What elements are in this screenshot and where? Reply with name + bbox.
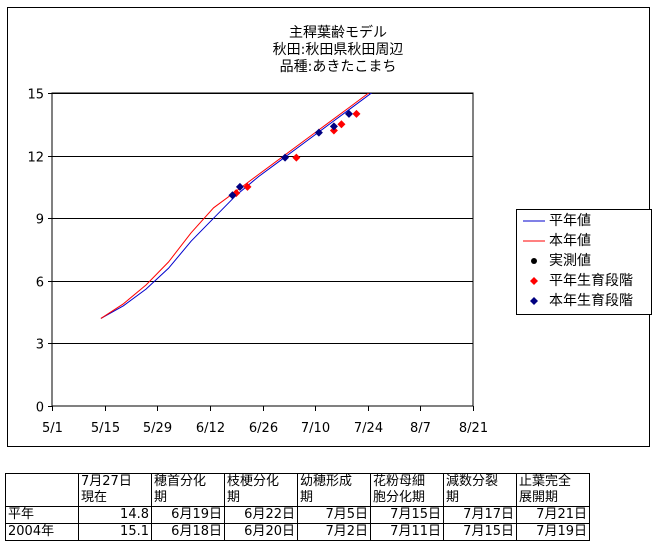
- chart-frame: 主稈葉齢モデル 秋田:秋田県秋田周辺 品種:あきたこまち 0 3 6 9 12 15 5/1…: [7, 7, 652, 447]
- chart-legend: 平年値 本年値 実測値 平年生育段階 本年生育段階: [516, 209, 652, 315]
- y-tick-label: 9: [36, 213, 44, 228]
- current-stage-marker: [314, 128, 323, 137]
- x-tick-label: 5/15: [91, 421, 120, 436]
- normal-stage-marker: [243, 182, 252, 191]
- x-tick-label: 6/12: [196, 421, 225, 436]
- table-cell: 7月21日: [516, 506, 590, 524]
- legend-label: 本年値: [549, 233, 591, 249]
- x-tick-label: 8/7: [410, 421, 431, 436]
- table-header-cell: [5, 473, 79, 507]
- chart-title-line-3: 品種:あきたこまち: [279, 59, 397, 75]
- table-cell: 14.8: [78, 506, 152, 524]
- normal-stage-marker: [337, 120, 346, 129]
- legend-line-icon: [523, 220, 545, 222]
- table-cell: 6月19日: [151, 506, 225, 524]
- legend-diamond-icon: [530, 277, 538, 285]
- legend-line-icon: [523, 240, 545, 242]
- legend-diamond-icon: [530, 297, 538, 305]
- x-tick-label: 6/26: [249, 421, 278, 436]
- table-cell: 7月15日: [370, 506, 444, 524]
- table-cell: 6月18日: [151, 523, 225, 541]
- normal-stage-marker: [352, 109, 361, 118]
- table-cell: 7月19日: [516, 523, 590, 541]
- table-cell: 7月17日: [443, 506, 517, 524]
- stage-table: 7月27日 現在 穂首分化期 枝梗分化期 幼穂形成期 花粉母細 胞分化期 減数分裂期…: [5, 473, 590, 541]
- table-cell: 6月22日: [224, 506, 298, 524]
- y-tick-label: 3: [36, 338, 44, 353]
- table-header-cell: 止葉完全 展開期: [516, 473, 590, 507]
- plot-area: [51, 92, 474, 407]
- x-tick-label: 7/10: [301, 421, 330, 436]
- y-tick-label: 0: [36, 401, 44, 416]
- legend-dot-icon: [531, 258, 537, 264]
- chart-plot: 0 3 6 9 12 15 5/1 5/15 5/29 6/12 6/26 7/10 7/24 8/7 8/…: [27, 88, 488, 437]
- table-cell-label: 平年: [5, 506, 79, 524]
- table-header-cell: 幼穂形成期: [297, 473, 371, 507]
- table-cell: 7月5日: [297, 506, 371, 524]
- y-tick-label: 15: [27, 88, 44, 103]
- table-header-row: 7月27日 現在 穂首分化期 枝梗分化期 幼穂形成期 花粉母細 胞分化期 減数分裂期…: [5, 473, 590, 507]
- y-tick-label: 6: [36, 276, 44, 291]
- table-cell: 7月2日: [297, 523, 371, 541]
- legend-item-measured: 実測値: [517, 252, 651, 270]
- legend-label: 平年値: [549, 213, 591, 229]
- table-cell: 7月15日: [443, 523, 517, 541]
- legend-label: 本年生育段階: [549, 293, 633, 309]
- current-stage-marker: [344, 109, 353, 118]
- table-header-cell: 減数分裂期: [443, 473, 517, 507]
- table-cell: 15.1: [78, 523, 152, 541]
- legend-item-current-line: 本年値: [517, 232, 651, 250]
- legend-item-normal-line: 平年値: [517, 212, 651, 230]
- table-cell: 7月11日: [370, 523, 444, 541]
- series-current-line: [100, 93, 370, 319]
- legend-item-current-stage: 本年生育段階: [517, 292, 651, 310]
- x-tick-label: 5/29: [143, 421, 172, 436]
- x-tick-label: 7/24: [354, 421, 383, 436]
- legend-item-normal-stage: 平年生育段階: [517, 272, 651, 290]
- table-cell-label: 2004年: [5, 523, 79, 541]
- table-header-cell: 枝梗分化期: [224, 473, 298, 507]
- y-tick-label: 12: [27, 151, 44, 166]
- normal-stage-marker: [292, 153, 301, 162]
- table-row-normal: 平年 14.8 6月19日 6月22日 7月5日 7月15日 7月17日 7月2…: [5, 506, 590, 524]
- chart-title-line-1: 主稈葉齢モデル: [289, 25, 387, 41]
- normal-stage-marker: [329, 126, 338, 135]
- legend-label: 実測値: [549, 253, 591, 269]
- table-header-cell: 穂首分化期: [151, 473, 225, 507]
- x-tick-label: 8/21: [459, 421, 488, 436]
- current-stage-marker: [235, 182, 244, 191]
- current-stage-marker: [329, 122, 338, 131]
- table-cell: 6月20日: [224, 523, 298, 541]
- table-header-cell: 7月27日 現在: [78, 473, 152, 507]
- chart-title-line-2: 秋田:秋田県秋田周辺: [272, 42, 404, 58]
- legend-label: 平年生育段階: [549, 273, 633, 289]
- x-tick-label: 5/1: [42, 421, 63, 436]
- table-row-2004: 2004年 15.1 6月18日 6月20日 7月2日 7月11日 7月15日 …: [5, 523, 590, 541]
- current-stage-marker: [281, 153, 290, 162]
- current-stage-marker: [228, 191, 237, 200]
- table-header-cell: 花粉母細 胞分化期: [370, 473, 444, 507]
